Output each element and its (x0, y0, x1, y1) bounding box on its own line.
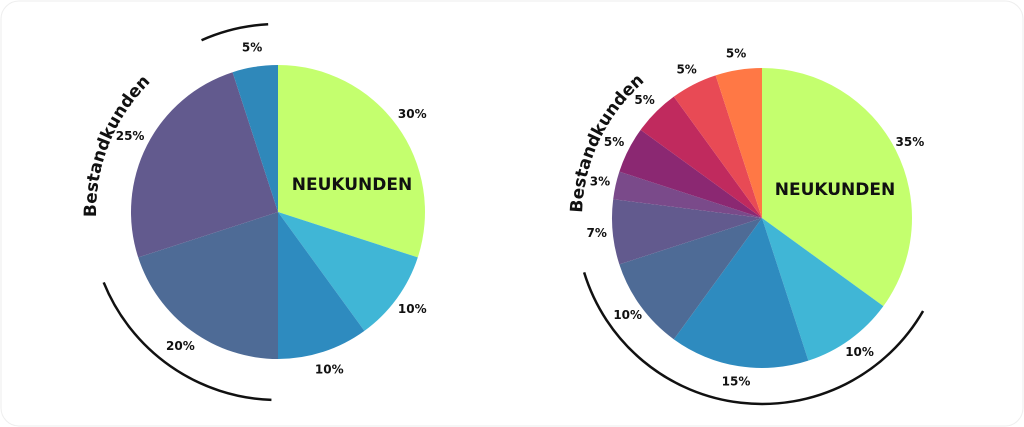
value-label: 10% (398, 302, 427, 316)
pie-slice (278, 212, 365, 359)
value-label: 5% (604, 135, 624, 149)
value-label: 20% (166, 339, 195, 353)
pie-slice (138, 212, 278, 359)
value-label: 35% (896, 135, 925, 149)
pie-slice (278, 65, 425, 258)
group-arc (102, 281, 272, 402)
pie-slice (278, 212, 418, 331)
value-label: 7% (587, 226, 607, 240)
pie-slice (673, 218, 809, 369)
pie-slice (715, 68, 762, 218)
pie-slice (762, 68, 912, 307)
value-label: 10% (315, 362, 344, 376)
value-label: 10% (845, 345, 874, 359)
value-label: 15% (722, 374, 751, 388)
value-label: 5% (634, 93, 654, 107)
pie-slice (673, 75, 762, 218)
pie-slice (612, 199, 762, 265)
highlight-label: NEUKUNDEN (775, 180, 896, 200)
highlight-label: NEUKUNDEN (292, 175, 413, 195)
pie-slice (640, 96, 762, 218)
value-label: 10% (613, 308, 642, 322)
pie-slice (613, 171, 762, 218)
value-label: 25% (116, 129, 145, 143)
value-label: 30% (398, 107, 427, 121)
group-arc (582, 272, 925, 406)
value-label: 5% (676, 63, 696, 77)
pie-slice (619, 129, 762, 218)
group-arc (201, 23, 269, 42)
value-label: 5% (242, 41, 262, 55)
pie-slice (619, 218, 762, 340)
value-label: 5% (726, 47, 746, 61)
value-label: 3% (590, 174, 610, 188)
pie-slice (762, 218, 884, 361)
pie-slice (131, 72, 278, 258)
pie-slice (232, 65, 278, 212)
